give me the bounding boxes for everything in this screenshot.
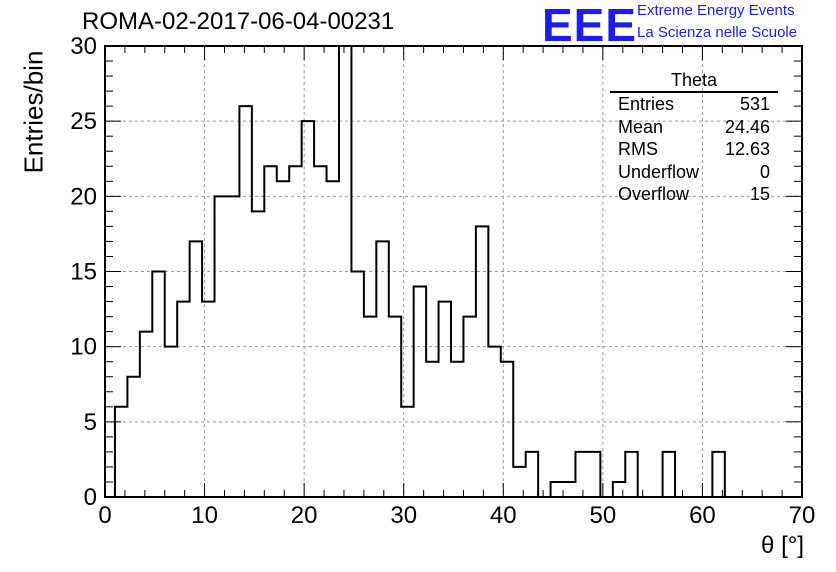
run-title: ROMA-02-2017-06-04-00231: [82, 8, 395, 35]
stats-value: 15: [749, 184, 770, 204]
stats-value: 24.46: [724, 116, 770, 137]
x-tick-label: 0: [98, 502, 111, 529]
y-axis-label: Entries/bin: [18, 50, 49, 174]
x-tick-label: 30: [390, 502, 417, 529]
y-tick-label: 0: [84, 484, 97, 511]
logo-subtitle-2: La Scienza nelle Scuole: [637, 24, 798, 41]
x-tick-label: 20: [291, 502, 318, 529]
stats-row-rms: RMS 12.63: [610, 138, 778, 161]
stats-row-overflow: Overflow 15: [610, 183, 778, 206]
stats-value: 0: [759, 161, 770, 182]
stats-value: 12.63: [724, 139, 770, 159]
x-tick-label: 50: [590, 502, 617, 529]
stats-label: Overflow: [618, 184, 690, 204]
y-tick-label: 15: [70, 259, 97, 286]
stats-title: Theta: [610, 70, 778, 93]
stats-box: Theta Entries 531 Mean 24.46 RMS 12.63 Unde…: [610, 70, 778, 206]
y-tick-label: 20: [70, 183, 97, 210]
stats-label: Entries: [618, 94, 675, 114]
x-tick-label: 40: [490, 502, 517, 529]
x-tick-label: 10: [191, 502, 218, 529]
stats-value: 531: [739, 94, 770, 114]
y-tick-label: 25: [70, 108, 97, 135]
stats-label: Underflow: [618, 161, 700, 182]
y-tick-label: 30: [70, 33, 97, 60]
y-tick-label: 5: [84, 409, 97, 436]
x-tick-label: 70: [789, 502, 816, 529]
stats-label: Mean: [618, 116, 664, 137]
y-tick-label: 10: [70, 334, 97, 361]
stats-label: RMS: [618, 139, 658, 159]
histogram-series: [113, 45, 750, 498]
eee-logo: EEE: [542, 0, 638, 51]
x-tick-label: 60: [689, 502, 716, 529]
stats-row-entries: Entries 531: [610, 93, 778, 116]
stats-row-underflow: Underflow 0: [610, 161, 778, 184]
logo-subtitle-1: Extreme Energy Events: [637, 2, 795, 19]
stats-row-mean: Mean 24.46: [610, 116, 778, 139]
x-axis-label: θ [°]: [761, 532, 804, 559]
